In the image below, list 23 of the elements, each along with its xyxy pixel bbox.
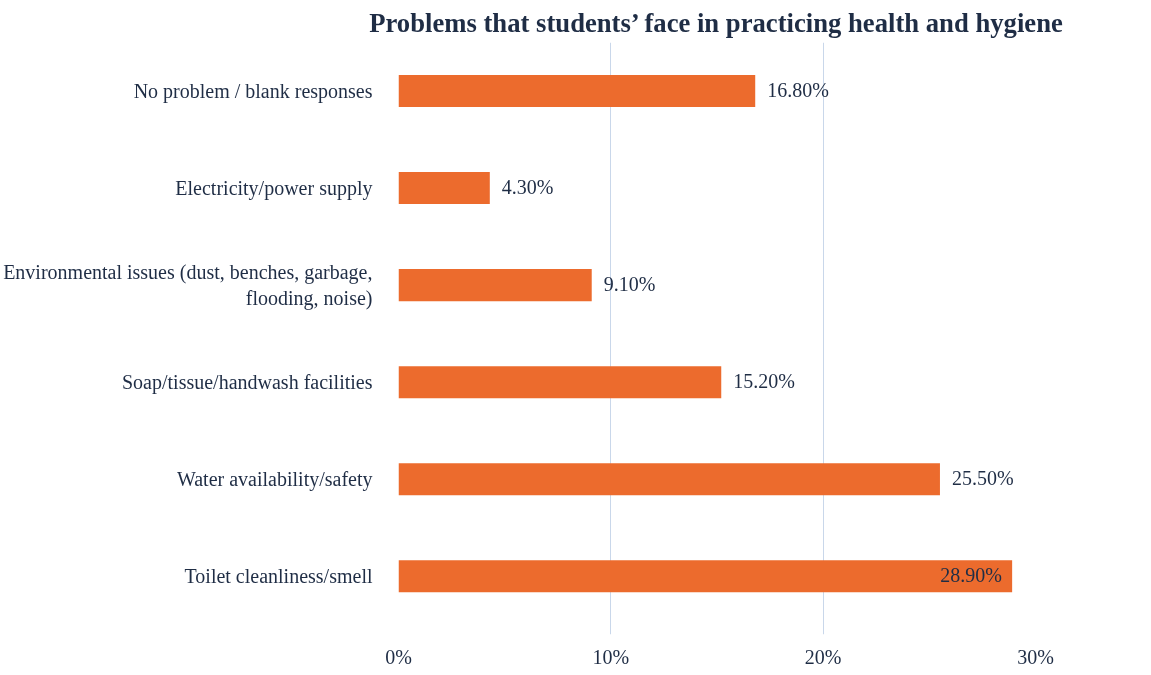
bar	[398, 172, 490, 205]
data-label: 15.20%	[733, 370, 795, 393]
y-tick-label: Toilet cleanliness/smell	[184, 565, 373, 588]
x-tick-label: 0%	[385, 645, 412, 668]
y-tick-label: No problem / blank responses	[133, 80, 373, 104]
bar	[398, 463, 940, 496]
y-tick-label: Water availability/safety	[176, 468, 373, 492]
bar	[398, 366, 722, 399]
data-label: 16.80%	[767, 79, 829, 102]
y-tick-label: Soap/tissue/handwash facilities	[121, 371, 373, 395]
y-tick-label: Electricity/power supply	[175, 177, 373, 201]
chart-title: Problems that students’ face in practicing health and hygiene	[369, 7, 1063, 38]
data-label: 9.10%	[603, 273, 656, 296]
bar	[398, 269, 592, 302]
x-tick-label: 20%	[804, 645, 842, 668]
x-tick-label: 30%	[1017, 645, 1054, 668]
data-label: 4.30%	[501, 176, 554, 199]
data-label: 25.50%	[951, 467, 1014, 490]
y-tick-label: Environmental issues (dust, benches, garbage, flooding, noise)	[3, 260, 373, 311]
x-tick-label: 10%	[592, 645, 630, 668]
bar	[398, 75, 756, 108]
bar	[398, 560, 1013, 593]
data-label: 28.90%	[940, 564, 1002, 587]
